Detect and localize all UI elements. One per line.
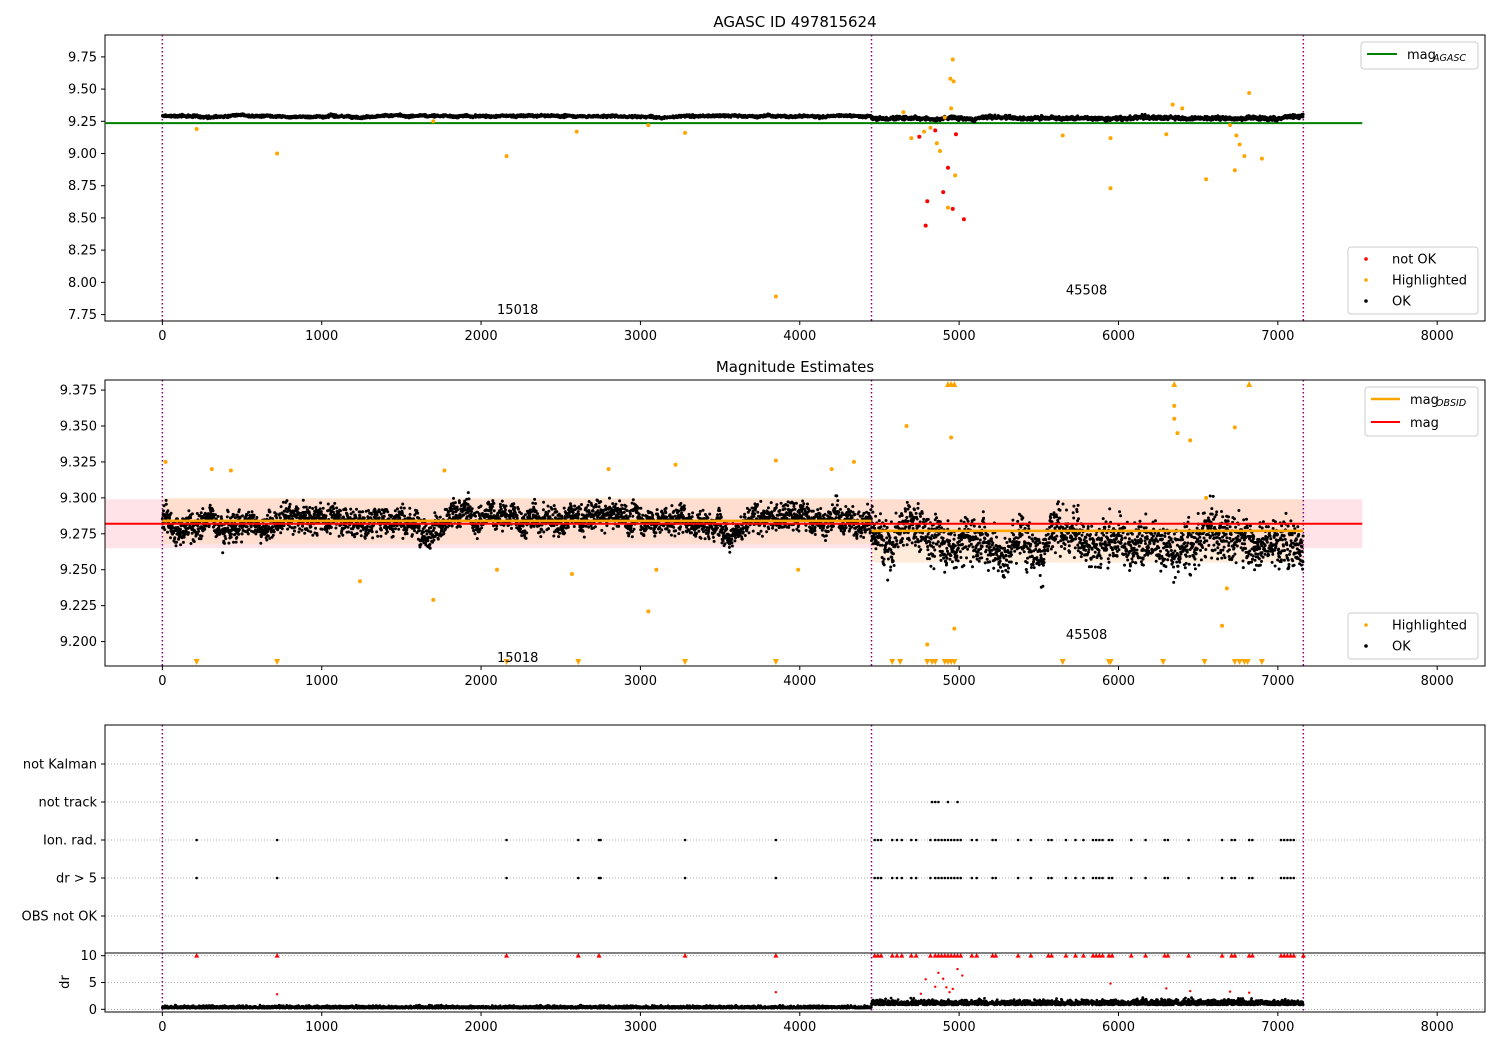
top-highlighted-point [1259,156,1264,161]
top-highlighted-point [1108,136,1113,141]
top-highlighted-point [934,141,939,146]
top-highlighted-point [1164,132,1169,137]
top-not-ok-point [923,223,928,228]
top-highlighted-point [504,154,509,159]
top-ok-point [1301,115,1305,119]
dr-ylabel: dr [58,975,73,989]
top-not-ok-point [961,217,966,222]
top-highlighted-point [948,76,953,81]
top-not-ok-point [925,199,930,204]
top-highlighted-point [953,173,958,178]
top-not-ok-point [917,134,922,139]
top-not-ok-point [950,206,955,211]
top-highlighted-point [950,57,955,62]
top-highlighted-point [1232,168,1237,173]
top-highlighted-point [194,127,199,132]
top-highlighted-point [1237,142,1242,147]
top-highlighted-point [1228,123,1233,128]
top-highlighted-point [275,151,280,156]
top-not-ok-point [953,132,958,137]
top-highlighted-point [942,115,947,120]
top-highlighted-point [945,205,950,210]
top-highlighted-point [1108,186,1113,191]
top-x-tick-label: 1000 [305,329,338,344]
top-obsid-label: 45508 [1066,284,1107,299]
middle-title: Magnitude Estimates [716,358,874,376]
top-obsid-label: 15018 [497,303,538,318]
top-highlighted-point [773,294,778,299]
top-highlighted-point [431,119,436,124]
top-highlighted-point [574,129,579,134]
top-highlighted-point [938,148,943,153]
top-highlighted-point [951,79,956,84]
top-highlighted-point [1170,102,1175,107]
top-highlighted-point [1242,154,1247,159]
top-highlighted-point [909,136,914,141]
top-highlighted-point [1060,133,1065,138]
top-highlighted-point [646,123,651,128]
top-highlighted-point [949,106,954,111]
top-not-ok-point [941,190,946,195]
top-highlighted-point [901,110,906,115]
top-highlighted-point [1180,106,1185,111]
top-highlighted-point [928,125,933,130]
top-title: AGASC ID 497815624 [713,13,876,31]
top-ok-point [1301,112,1305,116]
top-highlighted-point [683,130,688,135]
top-highlighted-point [1204,177,1209,182]
top-not-ok-point [933,128,938,133]
top-not-ok-point [945,165,950,170]
top-highlighted-point [922,129,927,134]
top-frame [104,34,1486,322]
top-x-tick-label: 0 [158,329,166,344]
top-highlighted-point [1234,133,1239,138]
top-highlighted-point [1247,90,1252,95]
